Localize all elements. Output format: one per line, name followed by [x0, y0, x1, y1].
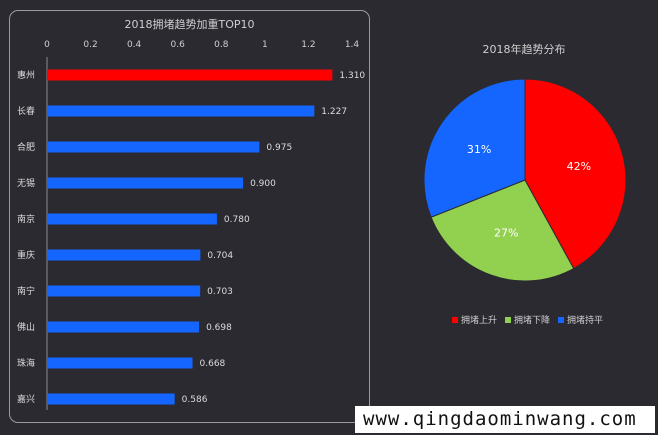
data-label: 0.586	[182, 395, 208, 405]
data-label: 0.703	[207, 287, 233, 297]
data-label: 1.227	[321, 107, 347, 117]
category-label: 佛山	[17, 321, 35, 333]
legend-label-falling: 拥堵下降	[513, 316, 550, 326]
bar	[47, 141, 260, 153]
legend-label-flat: 拥堵持平	[567, 316, 604, 326]
legend-swatch-rising	[451, 316, 458, 323]
category-label: 重庆	[17, 249, 35, 261]
pie-slice-label: 27%	[494, 226, 518, 239]
pie-legend: 拥堵上升 拥堵下降 拥堵持平	[440, 313, 615, 326]
bar	[47, 177, 244, 189]
data-label: 1.310	[339, 71, 365, 81]
x-tick-label: 1	[262, 40, 268, 50]
category-label: 合肥	[17, 141, 35, 153]
bar	[47, 249, 201, 261]
x-tick-label: 0.6	[171, 40, 186, 50]
bar	[47, 393, 175, 405]
pie-slice	[430, 179, 575, 282]
x-tick-label: 0.8	[214, 40, 229, 50]
data-label: 0.975	[266, 143, 292, 153]
pie-slice	[423, 78, 526, 218]
data-label: 0.900	[250, 179, 276, 189]
legend-item-falling: 拥堵下降	[504, 313, 550, 326]
pie-chart-title: 2018年趋势分布	[482, 43, 566, 56]
legend-label-rising: 拥堵上升	[460, 316, 497, 326]
legend-item-rising: 拥堵上升	[451, 313, 497, 326]
x-tick-label: 0.2	[83, 40, 97, 50]
bar	[47, 285, 201, 297]
data-label: 0.698	[206, 323, 232, 333]
category-label: 南宁	[17, 285, 35, 297]
category-label: 长春	[17, 105, 35, 117]
bar-chart-panel	[9, 10, 370, 423]
legend-swatch-flat	[558, 316, 564, 323]
pie-slice	[524, 78, 627, 270]
category-label: 珠海	[17, 357, 35, 369]
x-tick-label: 0	[44, 40, 50, 50]
category-label: 无锡	[17, 178, 35, 189]
category-label: 嘉兴	[17, 393, 35, 405]
legend-item-flat: 拥堵持平	[558, 313, 603, 326]
bar	[47, 357, 193, 369]
bar	[47, 321, 200, 333]
x-tick-label: 1.4	[345, 40, 360, 50]
bar	[47, 69, 333, 81]
pie-slice-label: 31%	[467, 143, 491, 156]
x-tick-label: 1.2	[301, 40, 315, 50]
category-label: 惠州	[17, 69, 35, 81]
data-label: 0.780	[224, 215, 250, 225]
watermark: www.qingdaominwang.com	[355, 406, 655, 433]
bar	[47, 213, 217, 225]
pie-slice-label: 42%	[567, 160, 591, 173]
category-label: 南京	[17, 213, 35, 225]
data-label: 0.704	[207, 251, 233, 261]
bar-chart-title: 2018拥堵趋势加重TOP10	[124, 18, 255, 31]
x-tick-label: 0.4	[127, 40, 142, 50]
bar	[47, 105, 315, 117]
data-label: 0.668	[200, 359, 226, 369]
legend-swatch-falling	[504, 316, 511, 323]
